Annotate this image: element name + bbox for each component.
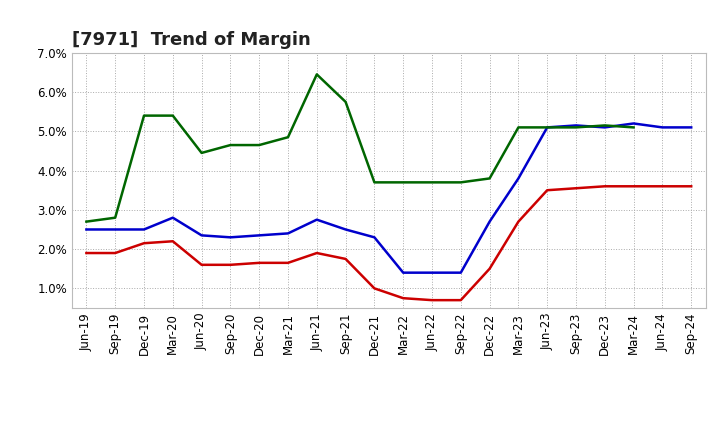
Operating Cashflow [629, 125, 638, 130]
Operating Cashflow [370, 180, 379, 185]
Net Income [140, 241, 148, 246]
Net Income [514, 219, 523, 224]
Operating Cashflow [82, 219, 91, 224]
Net Income [341, 256, 350, 261]
Line: Ordinary Income: Ordinary Income [86, 124, 691, 273]
Net Income [572, 186, 580, 191]
Ordinary Income [140, 227, 148, 232]
Ordinary Income [485, 219, 494, 224]
Operating Cashflow [284, 135, 292, 140]
Operating Cashflow [428, 180, 436, 185]
Ordinary Income [284, 231, 292, 236]
Ordinary Income [370, 235, 379, 240]
Ordinary Income [629, 121, 638, 126]
Operating Cashflow [255, 143, 264, 148]
Net Income [255, 260, 264, 265]
Operating Cashflow [600, 123, 609, 128]
Operating Cashflow [197, 150, 206, 156]
Net Income [111, 250, 120, 256]
Net Income [485, 266, 494, 271]
Net Income [600, 183, 609, 189]
Ordinary Income [428, 270, 436, 275]
Net Income [456, 297, 465, 303]
Operating Cashflow [341, 99, 350, 105]
Ordinary Income [687, 125, 696, 130]
Operating Cashflow [514, 125, 523, 130]
Ordinary Income [572, 123, 580, 128]
Net Income [687, 183, 696, 189]
Ordinary Income [600, 125, 609, 130]
Net Income [284, 260, 292, 265]
Net Income [82, 250, 91, 256]
Operating Cashflow [226, 143, 235, 148]
Net Income [399, 296, 408, 301]
Text: [7971]  Trend of Margin: [7971] Trend of Margin [72, 31, 311, 49]
Net Income [543, 187, 552, 193]
Net Income [197, 262, 206, 268]
Ordinary Income [543, 125, 552, 130]
Ordinary Income [168, 215, 177, 220]
Net Income [226, 262, 235, 268]
Ordinary Income [514, 176, 523, 181]
Operating Cashflow [140, 113, 148, 118]
Operating Cashflow [168, 113, 177, 118]
Ordinary Income [82, 227, 91, 232]
Ordinary Income [255, 233, 264, 238]
Line: Operating Cashflow: Operating Cashflow [86, 74, 634, 222]
Ordinary Income [341, 227, 350, 232]
Net Income [658, 183, 667, 189]
Net Income [370, 286, 379, 291]
Net Income [428, 297, 436, 303]
Operating Cashflow [399, 180, 408, 185]
Operating Cashflow [312, 72, 321, 77]
Ordinary Income [658, 125, 667, 130]
Operating Cashflow [543, 125, 552, 130]
Ordinary Income [456, 270, 465, 275]
Net Income [168, 238, 177, 244]
Net Income [312, 250, 321, 256]
Ordinary Income [111, 227, 120, 232]
Net Income [629, 183, 638, 189]
Ordinary Income [399, 270, 408, 275]
Operating Cashflow [485, 176, 494, 181]
Operating Cashflow [111, 215, 120, 220]
Operating Cashflow [572, 125, 580, 130]
Ordinary Income [312, 217, 321, 222]
Ordinary Income [226, 235, 235, 240]
Operating Cashflow [456, 180, 465, 185]
Line: Net Income: Net Income [86, 186, 691, 300]
Ordinary Income [197, 233, 206, 238]
